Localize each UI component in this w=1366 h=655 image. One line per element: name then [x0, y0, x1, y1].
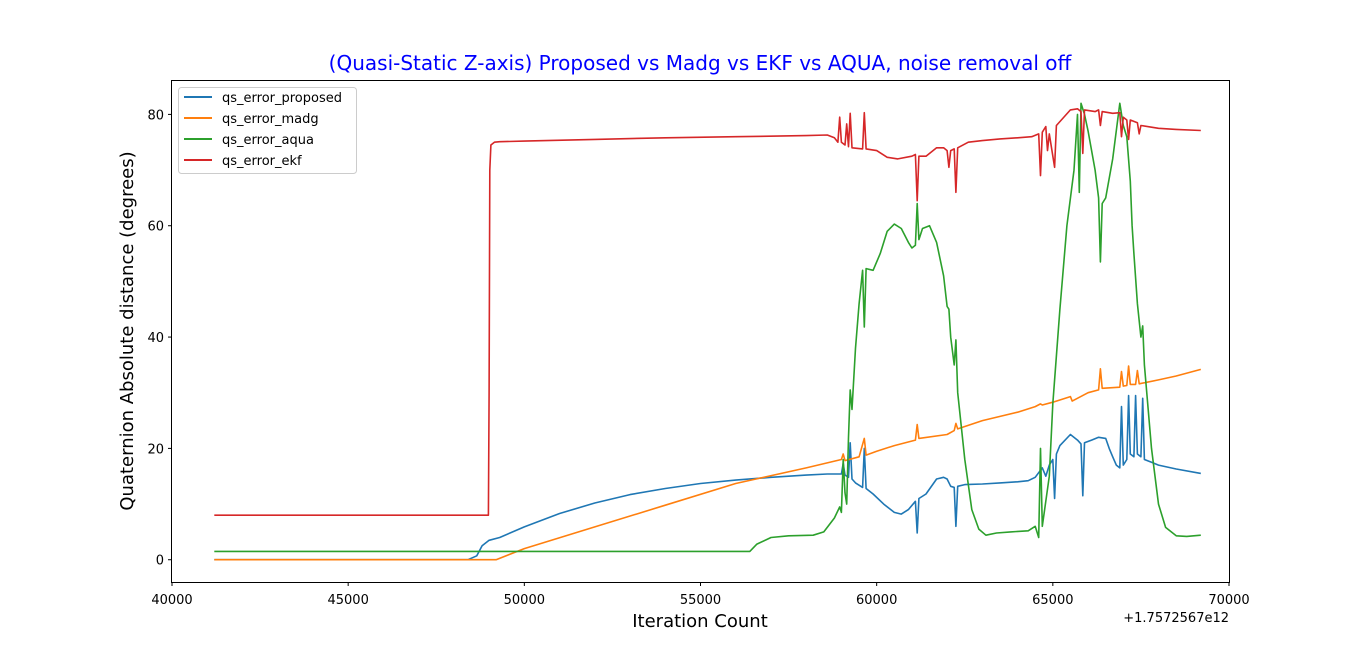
x-tick-label: 50000: [504, 593, 545, 608]
y-tick-label: 40: [147, 331, 164, 346]
series-line-1: [214, 394, 1201, 561]
x-tick-label: 40000: [151, 593, 192, 608]
x-tick-label: 60000: [856, 593, 897, 608]
x-tick-label: 65000: [1032, 593, 1073, 608]
y-tick-label: 0: [156, 554, 164, 569]
legend-entry: qs_error_ekf: [222, 154, 302, 169]
y-axis-ticks: 0 20 40 60 80: [147, 108, 172, 569]
y-tick-label: 20: [147, 442, 164, 457]
series-line-2: [214, 365, 1202, 561]
series-lines: [214, 102, 1202, 561]
plot-area: 40000 45000 50000 55000 60000 65000 70000 0 20 4…: [147, 80, 1250, 608]
x-tick-label: 55000: [680, 593, 721, 608]
x-axis-offset-label: +1.7572567e12: [1123, 611, 1229, 626]
legend-entry: qs_error_aqua: [222, 133, 314, 148]
y-tick-label: 80: [147, 108, 164, 123]
x-tick-label: 70000: [1208, 593, 1249, 608]
x-axis-ticks: 40000 45000 50000 55000 60000 65000 70000: [151, 582, 1250, 608]
legend-entry: qs_error_madg: [222, 112, 319, 127]
series-line-4: [214, 108, 1201, 516]
x-axis-label: Iteration Count: [632, 611, 768, 632]
series-line-3: [214, 102, 1201, 553]
x-tick-label: 45000: [327, 593, 368, 608]
chart-title: (Quasi-Static Z-axis) Proposed vs Madg v…: [329, 51, 1073, 75]
legend-entry: qs_error_proposed: [222, 91, 342, 106]
legend: qs_error_proposed qs_error_madg qs_error_a…: [178, 87, 357, 174]
y-axis-label: Quaternion Absolute distance (degrees): [117, 151, 138, 510]
y-tick-label: 60: [147, 220, 164, 235]
legend-box: [178, 87, 357, 174]
